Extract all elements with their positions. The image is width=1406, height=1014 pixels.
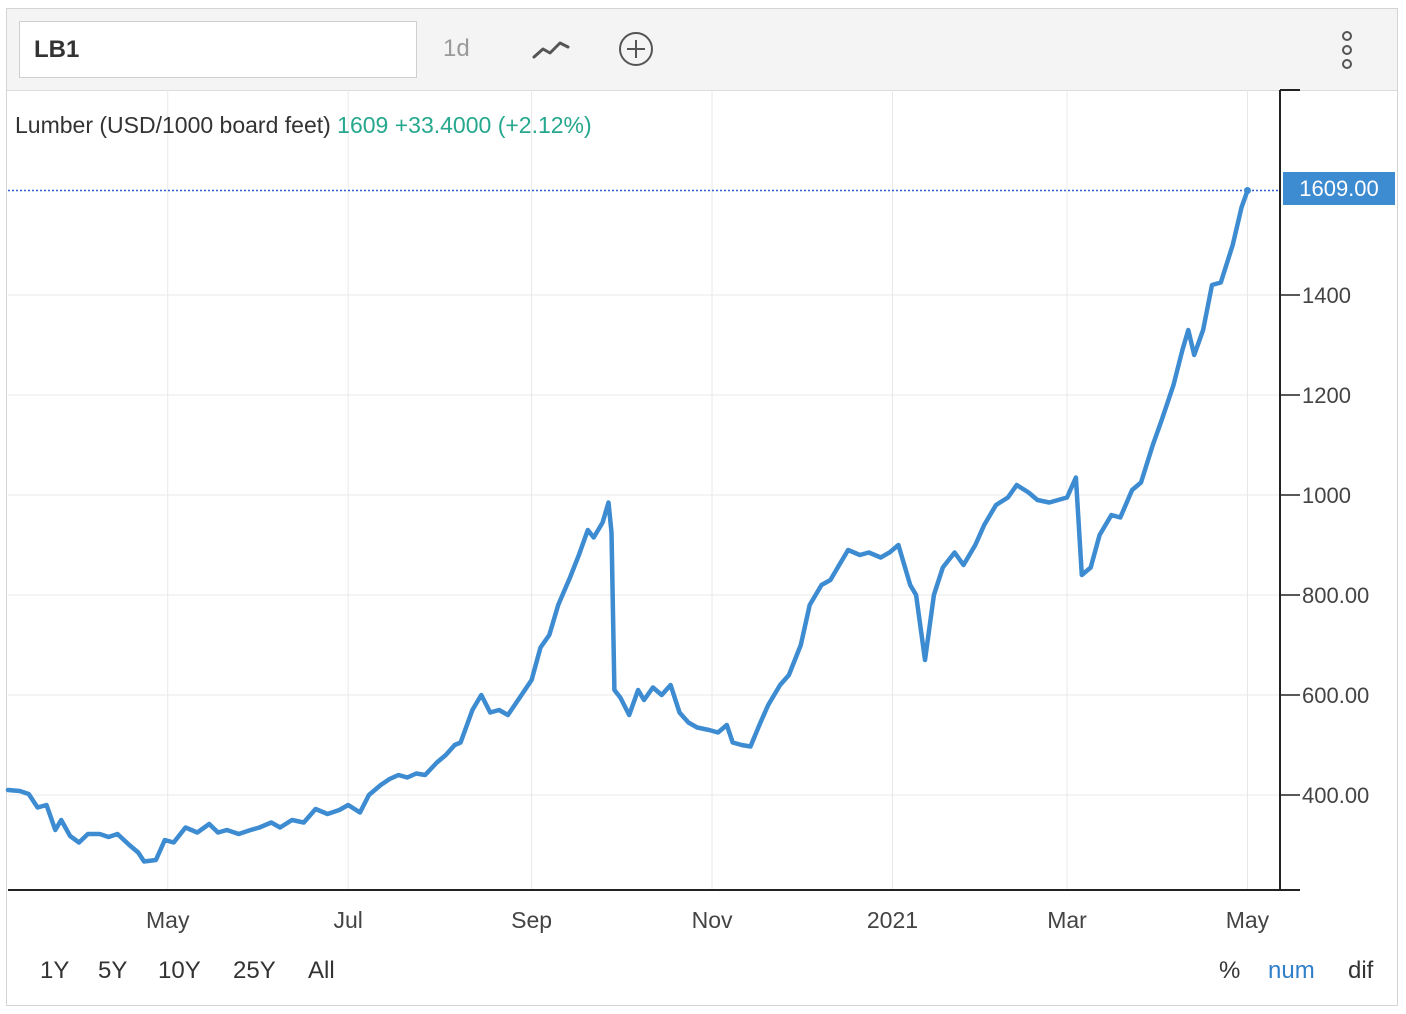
range-button-all[interactable]: All [308,957,335,984]
x-tick-label: 2021 [867,907,918,933]
y-tick-label: 1000 [1302,483,1351,508]
symbol-input[interactable] [19,21,417,78]
add-circle-icon[interactable] [616,29,656,69]
y-tick-label: 1400 [1302,283,1351,308]
range-button-25y[interactable]: 25Y [233,957,276,984]
chart-toolbar: 1d [7,9,1397,91]
x-tick-label: Nov [692,907,733,933]
legend-series-name: Lumber (USD/1000 board feet) [15,112,331,138]
range-button-5y[interactable]: 5Y [98,957,128,984]
range-button-10y[interactable]: 10Y [158,957,201,984]
mode-button-dif[interactable]: dif [1348,957,1374,984]
y-tick-label: 800.00 [1302,583,1369,608]
legend-change: +33.4000 [394,112,492,138]
chart-widget: 1d [6,8,1398,1006]
line-chart-icon[interactable] [529,35,573,65]
series-line-0 [5,188,1250,864]
x-tick-label: May [146,907,190,933]
last-point-marker [1243,187,1251,194]
mode-button-percent[interactable]: % [1219,957,1241,984]
y-tick-label: 600.00 [1302,683,1369,708]
chart-legend: Lumber (USD/1000 board feet) 1609 +33.40… [15,112,592,139]
mode-button-num[interactable]: num [1268,957,1315,984]
interval-selector[interactable]: 1d [443,35,470,62]
x-tick-label: Sep [511,907,552,933]
y-tick-label: 1200 [1302,383,1351,408]
last-price-tag: 1609.00 [1283,172,1395,205]
legend-last-value: 1609 [337,112,389,138]
x-tick-label: May [1226,907,1270,933]
range-button-1y[interactable]: 1Y [40,957,70,984]
y-tick-label: 400.00 [1302,783,1369,808]
legend-change-pct: (+2.12%) [497,112,592,138]
x-tick-label: Jul [333,907,362,933]
x-tick-label: Mar [1047,907,1087,933]
more-vertical-icon[interactable] [1337,29,1357,71]
